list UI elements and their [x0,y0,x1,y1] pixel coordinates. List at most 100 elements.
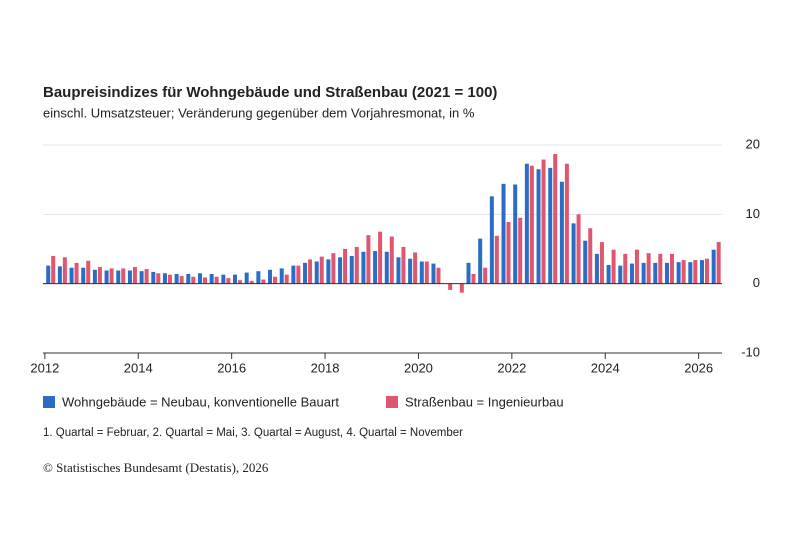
bar [699,260,704,284]
bar [57,266,62,284]
bar [536,169,541,284]
bar [116,270,121,284]
bar [233,274,238,284]
bar [478,238,483,284]
bar [594,253,599,284]
bar [401,246,406,284]
bar [459,283,464,293]
bar [69,267,74,284]
bar [711,249,716,284]
bar [349,255,354,284]
x-tick-label: 2014 [124,360,153,375]
bar [343,249,348,284]
x-tick-label: 2026 [684,360,713,375]
bar [658,253,663,284]
bar [51,255,56,284]
bar [653,262,658,284]
bar [144,269,149,284]
bar [209,273,214,284]
bar [541,159,546,284]
bar [121,268,126,284]
bar [104,270,109,284]
bar [688,262,693,284]
bar [704,258,709,284]
bar [214,276,219,284]
x-tick-label: 2018 [311,360,340,375]
bar [664,262,669,284]
bar [109,268,114,284]
chart-subtitle: einschl. Umsatzsteuer; Veränderung gegen… [43,105,475,120]
bar [431,263,436,284]
bar [419,261,424,284]
bar [634,249,639,284]
bar [716,242,721,284]
bar [46,265,51,284]
bar [81,267,86,284]
x-tick-label: 2012 [30,360,59,375]
bar [448,283,453,290]
bar [191,276,196,284]
bar [646,253,651,284]
bar [174,273,179,284]
bar [361,251,366,284]
bar [226,278,231,284]
x-tick-label: 2022 [497,360,526,375]
bar [338,257,343,284]
bar [244,272,249,284]
bar [156,273,161,284]
bar [303,262,308,284]
note: 1. Quartal = Februar, 2. Quartal = Mai, … [43,427,463,439]
bar [564,163,569,284]
bar [518,217,523,284]
y-tick-label: 10 [746,206,760,221]
bar [413,252,418,284]
bar [576,214,581,284]
x-tick-label: 2016 [217,360,246,375]
bar [606,264,611,284]
bar [529,165,534,284]
bar [588,228,593,284]
source: © Statistisches Bundesamt (Destatis), 20… [43,460,269,475]
bar [202,277,207,284]
bar [92,269,97,284]
bar [641,262,646,284]
bar [261,279,266,284]
bar [366,235,371,284]
y-tick-label: 0 [753,275,760,290]
bar [62,257,67,284]
bar [167,274,172,284]
bar [494,235,499,284]
bar [378,231,383,284]
bar [599,242,604,284]
bar [489,196,494,284]
bar [186,273,191,284]
chart-title: Baupreisindizes für Wohngebäude und Stra… [43,84,497,101]
bar [618,265,623,284]
bar [127,270,132,284]
bar [279,268,284,284]
bar [373,251,378,284]
x-tick-label: 2024 [591,360,620,375]
bar [238,280,243,284]
bar [132,267,137,284]
bar [256,271,261,284]
bar [524,163,529,284]
bar [424,261,429,284]
bar [669,253,674,284]
legend-swatch [43,396,55,408]
legend-label: Straßenbau = Ingenieurbau [405,394,564,409]
bar [74,262,79,284]
bar [501,183,506,284]
bar [513,184,518,284]
bar [284,274,289,284]
bar [693,260,698,284]
bar [506,221,511,284]
bar [314,261,319,284]
bar [583,240,588,284]
bar [389,236,394,284]
bar [273,276,278,284]
bar [319,256,324,284]
bar [308,259,313,284]
bar [681,260,686,284]
